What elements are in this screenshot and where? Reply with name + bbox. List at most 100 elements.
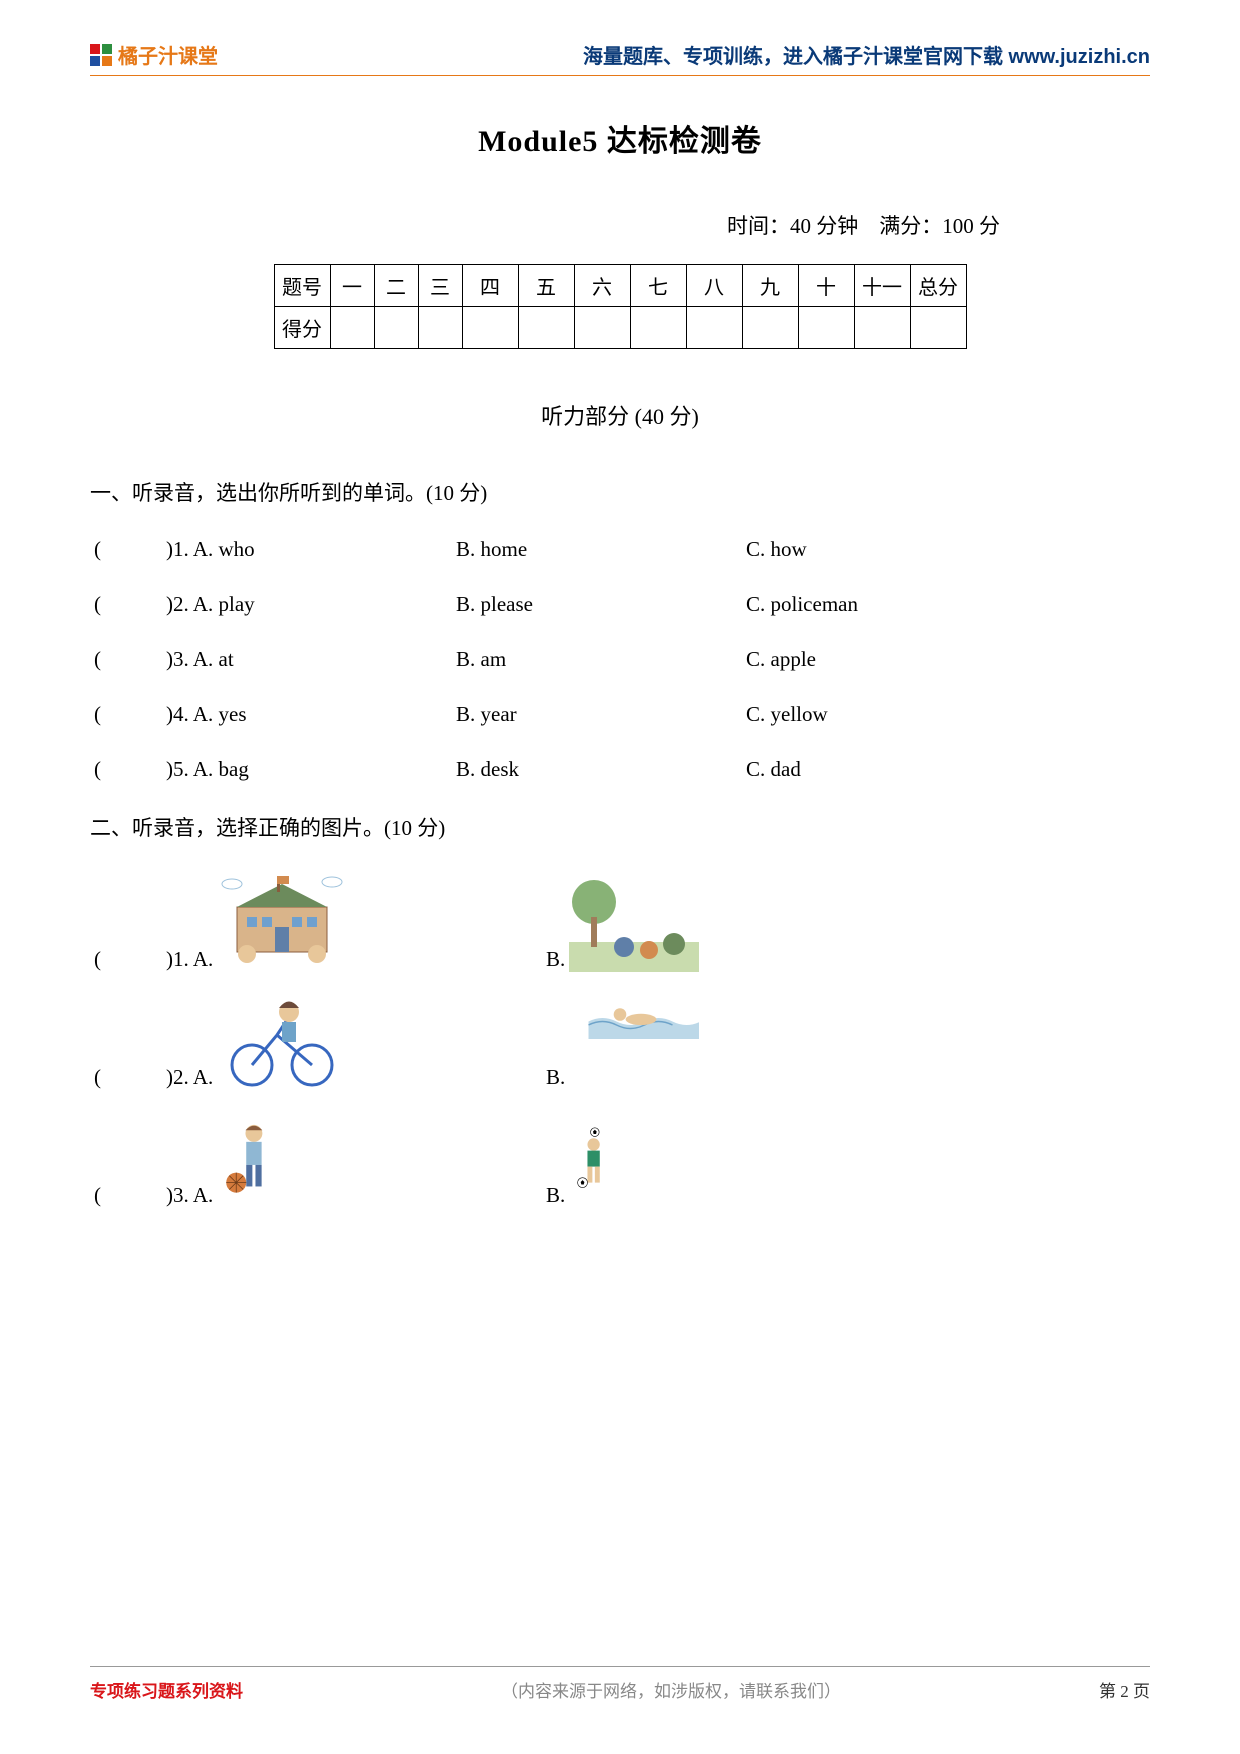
score-cell <box>374 307 418 349</box>
fullscore-label: 满分：100 分 <box>879 214 1000 238</box>
image-question-row: ( )2. A. B. <box>90 990 1150 1090</box>
option-a-label: )3. A. <box>166 1183 213 1208</box>
col-header: 十 <box>798 265 854 307</box>
option-a-label: )1. A. <box>166 947 213 972</box>
option-c: C. dad <box>746 757 801 782</box>
col-header: 五 <box>518 265 574 307</box>
score-cell <box>418 307 462 349</box>
option-a-label: )2. A. <box>166 1065 213 1090</box>
score-cell <box>518 307 574 349</box>
col-header: 十一 <box>854 265 910 307</box>
option-b: B. year <box>456 702 746 727</box>
page: 橘子汁课堂 海量题库、专项训练，进入橘子汁课堂官网下载 www.juzizhi.… <box>0 0 1240 1754</box>
option-b: B. desk <box>456 757 746 782</box>
brand-logo-icon <box>90 44 112 66</box>
option-a-wrap: )3. A. <box>166 1108 546 1208</box>
cartoon-school-icon <box>217 872 347 972</box>
option-a-wrap: )2. A. <box>166 990 546 1090</box>
paren-open: ( <box>94 647 130 672</box>
option-a: )4. A. yes <box>166 702 456 727</box>
col-header: 九 <box>742 265 798 307</box>
col-header: 六 <box>574 265 630 307</box>
footer-mid: （内容来源于网络，如涉版权，请联系我们） <box>501 1677 841 1702</box>
col-header: 八 <box>686 265 742 307</box>
footer-right-suffix: 页 <box>1129 1682 1150 1701</box>
option-c: C. how <box>746 537 807 562</box>
paren-open: ( <box>94 1183 130 1208</box>
section1-heading: 一、听录音，选出你所听到的单词。(10 分) <box>90 477 1150 507</box>
brand: 橘子汁课堂 <box>90 40 218 69</box>
question-row: ( )2. A. play B. please C. policeman <box>90 592 1150 617</box>
cartoon-football-icon <box>569 1108 699 1208</box>
option-a: )5. A. bag <box>166 757 456 782</box>
page-footer: 专项练习题系列资料 （内容来源于网络，如涉版权，请联系我们） 第 2 页 <box>90 1666 1150 1702</box>
answer-blank[interactable] <box>130 757 166 782</box>
page-title: Module5 达标检测卷 <box>90 116 1150 160</box>
option-a-wrap: )1. A. <box>166 872 546 972</box>
paren-open: ( <box>94 702 130 727</box>
score-cell <box>630 307 686 349</box>
cartoon-playground-icon <box>569 872 699 972</box>
table-row: 题号 一 二 三 四 五 六 七 八 九 十 十一 总分 <box>274 265 966 307</box>
option-b-wrap: B. <box>546 1108 699 1208</box>
score-cell <box>910 307 966 349</box>
row-header: 题号 <box>274 265 330 307</box>
footer-right: 第 2 页 <box>1099 1677 1150 1702</box>
image-question-row: ( )3. A. B. <box>90 1108 1150 1208</box>
score-cell <box>798 307 854 349</box>
option-a: )3. A. at <box>166 647 456 672</box>
option-b-label: B. <box>546 947 565 972</box>
score-cell <box>462 307 518 349</box>
col-header: 一 <box>330 265 374 307</box>
page-header: 橘子汁课堂 海量题库、专项训练，进入橘子汁课堂官网下载 www.juzizhi.… <box>90 40 1150 76</box>
answer-blank[interactable] <box>130 647 166 672</box>
score-cell <box>686 307 742 349</box>
option-b-label: B. <box>546 1183 565 1208</box>
paren-open: ( <box>94 757 130 782</box>
page-number: 2 <box>1120 1682 1129 1701</box>
question-row: ( )1. A. who B. home C. how <box>90 537 1150 562</box>
footer-right-prefix: 第 <box>1099 1682 1120 1701</box>
option-b-wrap: B. <box>546 990 699 1090</box>
brand-text: 橘子汁课堂 <box>118 40 218 69</box>
option-a: )2. A. play <box>166 592 456 617</box>
footer-left: 专项练习题系列资料 <box>90 1677 243 1702</box>
col-header: 二 <box>374 265 418 307</box>
paren-open: ( <box>94 947 130 972</box>
col-header: 三 <box>418 265 462 307</box>
option-b: B. home <box>456 537 746 562</box>
section2-heading: 二、听录音，选择正确的图片。(10 分) <box>90 812 1150 842</box>
option-c: C. policeman <box>746 592 858 617</box>
exam-meta: 时间：40 分钟 满分：100 分 <box>90 210 1150 240</box>
paren-open: ( <box>94 1065 130 1090</box>
image-question-row: ( )1. A. <box>90 872 1150 972</box>
answer-blank[interactable] <box>130 537 166 562</box>
cartoon-swimming-icon <box>569 990 699 1090</box>
time-label: 时间：40 分钟 <box>727 214 858 238</box>
option-c: C. apple <box>746 647 816 672</box>
listening-section-title: 听力部分 (40 分) <box>90 399 1150 431</box>
paren-open: ( <box>94 537 130 562</box>
score-cell <box>330 307 374 349</box>
question-row: ( )4. A. yes B. year C. yellow <box>90 702 1150 727</box>
option-b-label: B. <box>546 1065 565 1090</box>
option-c: C. yellow <box>746 702 828 727</box>
question-row: ( )3. A. at B. am C. apple <box>90 647 1150 672</box>
score-cell <box>742 307 798 349</box>
question-row: ( )5. A. bag B. desk C. dad <box>90 757 1150 782</box>
col-header: 四 <box>462 265 518 307</box>
header-right-text: 海量题库、专项训练，进入橘子汁课堂官网下载 www.juzizhi.cn <box>583 40 1150 69</box>
option-a: )1. A. who <box>166 537 456 562</box>
option-b-wrap: B. <box>546 872 699 972</box>
option-b: B. please <box>456 592 746 617</box>
score-cell <box>574 307 630 349</box>
cartoon-bicycle-icon <box>217 990 347 1090</box>
answer-blank[interactable] <box>130 702 166 727</box>
answer-blank[interactable] <box>130 592 166 617</box>
score-cell <box>854 307 910 349</box>
cartoon-basketball-icon <box>217 1108 347 1208</box>
table-row: 得分 <box>274 307 966 349</box>
score-table: 题号 一 二 三 四 五 六 七 八 九 十 十一 总分 得分 <box>274 264 967 349</box>
col-header: 七 <box>630 265 686 307</box>
row-header: 得分 <box>274 307 330 349</box>
